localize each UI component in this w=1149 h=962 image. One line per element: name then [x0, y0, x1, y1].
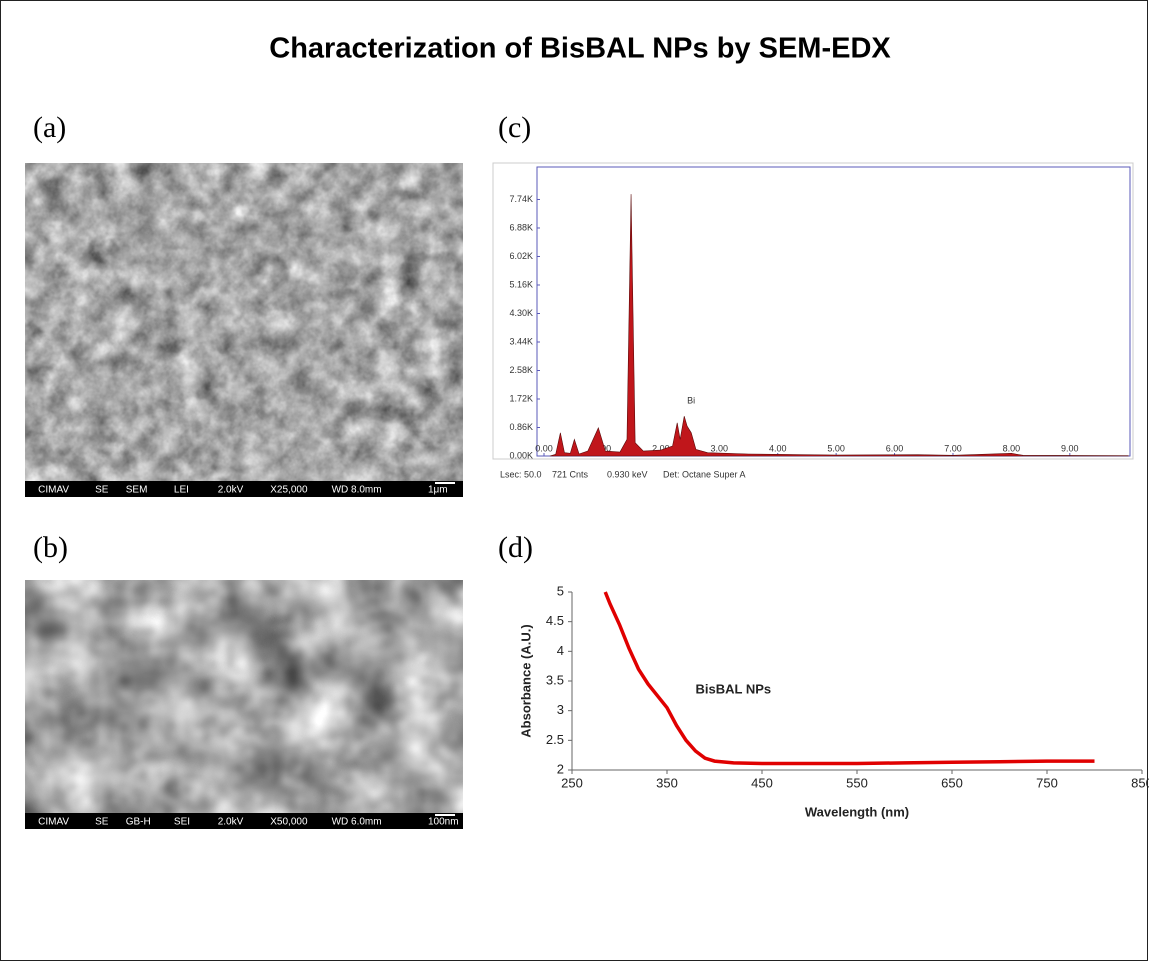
sem-info: WD 6.0mm [332, 817, 382, 828]
sem-info: 100nm [428, 817, 459, 828]
y-tick-label: 3.44K [509, 336, 533, 346]
y-tick-label: 6.02K [509, 251, 533, 261]
x-tick-label: 350 [656, 775, 678, 790]
y-tick-label: 3 [557, 702, 564, 717]
y-tick-label: 7.74K [509, 194, 533, 204]
panel-label: (d) [498, 531, 533, 564]
sem-info: X25,000 [270, 485, 308, 496]
x-tick-label: 3.00 [711, 443, 729, 453]
y-tick-label: 2 [557, 761, 564, 776]
figure-title: Characterization of BisBAL NPs by SEM-ED… [269, 33, 891, 65]
y-tick-label: 4 [557, 643, 564, 658]
y-tick-label: 3.5 [546, 672, 564, 687]
panel-label: (a) [33, 111, 66, 144]
x-tick-label: 0.00 [535, 443, 553, 453]
x-axis-title: Wavelength (nm) [805, 804, 909, 819]
edx-footer: 0.930 keV [607, 469, 648, 479]
x-tick-label: 9.00 [1061, 443, 1079, 453]
edx-footer: Det: Octane Super A [663, 469, 746, 479]
edx-footer: Lsec: 50.0 [500, 469, 542, 479]
sem-info: GB-H [126, 817, 151, 828]
sem-info: SE [95, 817, 109, 828]
sem-info: 1μm [428, 485, 448, 496]
x-tick-label: 850 [1131, 775, 1149, 790]
sem-info: 2.0kV [218, 485, 244, 496]
y-tick-label: 0.00K [509, 450, 533, 460]
x-tick-label: 6.00 [886, 443, 904, 453]
y-tick-label: 4.30K [509, 308, 533, 318]
y-tick-label: 5.16K [509, 279, 533, 289]
panel-label: (c) [498, 111, 531, 144]
sem-info-bar [25, 813, 463, 829]
y-tick-label: 5 [557, 583, 564, 598]
sem-info: SEM [126, 485, 148, 496]
annotation: Bi [687, 396, 695, 406]
x-tick-label: 5.00 [827, 443, 845, 453]
y-tick-label: 2.58K [509, 365, 533, 375]
sem-info: 2.0kV [218, 817, 244, 828]
y-tick-label: 6.88K [509, 222, 533, 232]
x-tick-label: 7.00 [944, 443, 962, 453]
panel-label: (b) [33, 531, 68, 564]
sem-info: CIMAV [38, 485, 69, 496]
x-tick-label: 2.00 [652, 443, 670, 453]
sem-image [25, 163, 463, 481]
absorbance-line [603, 591, 1095, 766]
x-tick-label: 750 [1036, 775, 1058, 790]
edx-footer: 721 Cnts [552, 469, 589, 479]
sem-info: X50,000 [270, 817, 308, 828]
y-tick-label: 1.72K [509, 393, 533, 403]
sem-info: SEI [174, 817, 190, 828]
sem-info: WD 8.0mm [332, 485, 382, 496]
sem-info: CIMAV [38, 817, 69, 828]
chart: 2 2.5 3 3.5 4 4.5 5 250 350 450 550 650 750 850 Wavele… [518, 583, 1149, 819]
y-tick-label: 4.5 [546, 613, 564, 628]
chart: 0.00K 0.86K 1.72K 2.58K 3.44K 4.30K 5.16K 6.02K… [500, 166, 1131, 479]
x-tick-label: 450 [751, 775, 773, 790]
sem-info: SE [95, 485, 109, 496]
x-tick-label: 250 [561, 775, 583, 790]
x-tick-label: 8.00 [1003, 443, 1021, 453]
y-tick-label: 2.5 [546, 732, 564, 747]
sem-info: LEI [174, 485, 189, 496]
x-tick-label: 650 [941, 775, 963, 790]
sem-info-bar [25, 481, 463, 497]
y-tick-label: 0.86K [509, 422, 533, 432]
x-tick-label: 4.00 [769, 443, 787, 453]
y-axis-title: Absorbance (A.U.) [518, 624, 533, 737]
spectrum-area [549, 194, 1129, 457]
edx-frame [492, 162, 1134, 460]
annotation: BisBAL NPs [696, 681, 772, 696]
sem-image [25, 580, 463, 813]
charts: CIMAV SE SEM LEI 2.0kV X25,000 WD 8.0mm 1μm CIMA… [25, 166, 1149, 829]
x-tick-label: 550 [846, 775, 868, 790]
